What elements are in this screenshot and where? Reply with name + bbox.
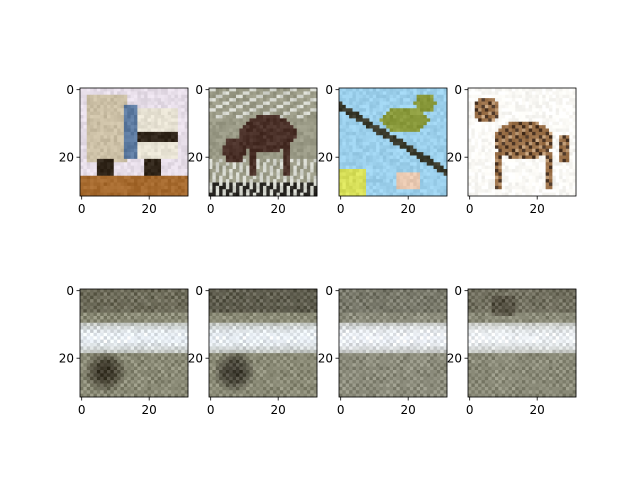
subplot-3-frame <box>338 87 448 197</box>
x-tick-label: 0 <box>466 403 474 417</box>
x-tick-label: 0 <box>337 403 345 417</box>
y-tick-label: 20 <box>59 351 74 365</box>
subplot-6: 0 20 0 20 <box>188 284 318 417</box>
subplot-6-image <box>209 289 318 398</box>
y-tick-label: 0 <box>325 284 333 298</box>
subplot-3-image <box>339 88 448 197</box>
x-tick-label: 0 <box>337 202 345 216</box>
y-tick-label: 20 <box>59 150 74 164</box>
x-tick-label: 0 <box>78 403 86 417</box>
subplot-5-frame <box>79 288 189 398</box>
subplot-4-image <box>468 88 577 197</box>
y-tick-label: 20 <box>318 351 333 365</box>
subplot-4: 0 20 0 20 <box>447 83 577 216</box>
y-tick-label: 20 <box>318 150 333 164</box>
subplot-1-image <box>80 88 189 197</box>
x-tick-label: 20 <box>142 403 157 417</box>
subplot-7-image <box>339 289 448 398</box>
y-tick-label: 0 <box>195 83 203 97</box>
x-tick-label: 20 <box>271 202 286 216</box>
subplot-3: 0 20 0 20 <box>318 83 448 216</box>
x-tick-label: 20 <box>530 202 545 216</box>
y-tick-label: 20 <box>188 351 203 365</box>
x-tick-label: 0 <box>466 202 474 216</box>
y-tick-label: 20 <box>447 351 462 365</box>
subplot-8-image <box>468 289 577 398</box>
subplot-1-frame <box>79 87 189 197</box>
x-tick-label: 0 <box>207 403 215 417</box>
y-tick-label: 0 <box>325 83 333 97</box>
subplot-7-frame <box>338 288 448 398</box>
x-tick-label: 0 <box>207 202 215 216</box>
x-tick-label: 20 <box>401 202 416 216</box>
x-tick-label: 20 <box>401 403 416 417</box>
subplot-1: 0 20 0 20 <box>59 83 189 216</box>
subplot-7: 0 20 0 20 <box>318 284 448 417</box>
subplot-5: 0 20 0 20 <box>59 284 189 417</box>
subplot-5-image <box>80 289 189 398</box>
subplot-6-frame <box>208 288 318 398</box>
y-tick-label: 0 <box>66 83 74 97</box>
subplot-4-frame <box>467 87 577 197</box>
x-tick-label: 20 <box>530 403 545 417</box>
y-tick-label: 0 <box>195 284 203 298</box>
y-tick-label: 0 <box>66 284 74 298</box>
subplot-8-frame <box>467 288 577 398</box>
x-tick-label: 0 <box>78 202 86 216</box>
subplot-2-image <box>209 88 318 197</box>
y-tick-label: 20 <box>188 150 203 164</box>
x-tick-label: 20 <box>271 403 286 417</box>
subplot-8: 0 20 0 20 <box>447 284 577 417</box>
y-tick-label: 0 <box>454 284 462 298</box>
y-tick-label: 20 <box>447 150 462 164</box>
subplot-2: 0 20 0 20 <box>188 83 318 216</box>
y-tick-label: 0 <box>454 83 462 97</box>
subplot-2-frame <box>208 87 318 197</box>
x-tick-label: 20 <box>142 202 157 216</box>
